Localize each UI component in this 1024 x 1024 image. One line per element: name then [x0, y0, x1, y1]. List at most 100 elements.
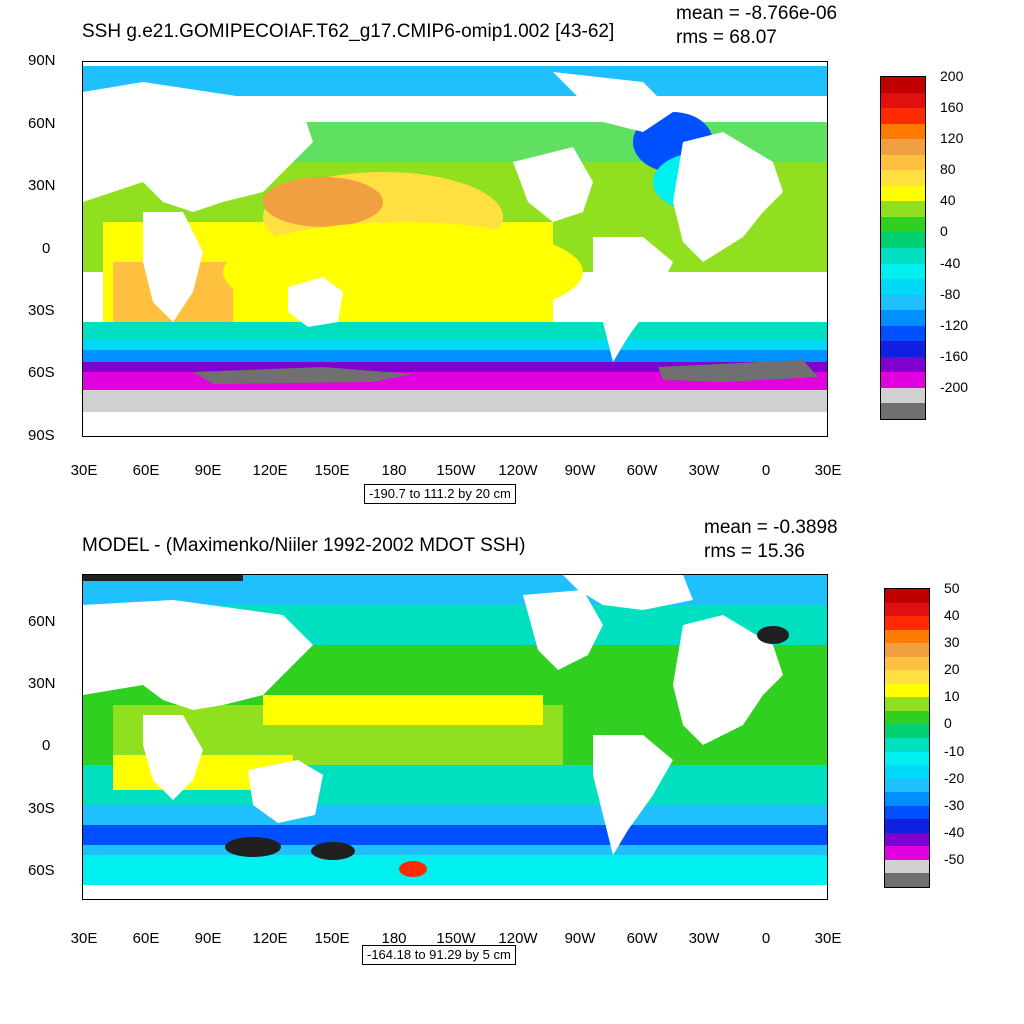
bottom-colorbar: [884, 588, 930, 888]
bottom-colorbar-swatch: [885, 832, 929, 847]
bottom-colorbar-swatch: [885, 778, 929, 793]
top-colorbar-swatch: [881, 92, 925, 109]
bottom-contour-range: -164.18 to 91.29 by 5 cm: [362, 945, 516, 966]
top-colorbar-swatch: [881, 139, 925, 156]
bottom-colorbar-swatch: [885, 697, 929, 712]
top-lon-label: 30E: [70, 462, 98, 479]
bottom-colorbar-label: 10: [944, 688, 960, 705]
bottom-colorbar-swatch: [885, 670, 929, 685]
bottom-lon-label: 30E: [70, 930, 98, 947]
bottom-lat-label: 60N: [28, 613, 56, 630]
bottom-panel-mean: mean = -0.3898: [704, 517, 838, 538]
bottom-colorbar-label: 20: [944, 661, 960, 678]
bottom-colorbar-swatch: [885, 765, 929, 780]
top-lon-label: 90W: [564, 462, 596, 479]
top-colorbar-swatch: [881, 294, 925, 311]
top-colorbar-swatch: [881, 310, 925, 327]
bottom-panel-title: MODEL - (Maximenko/Niiler 1992-2002 MDOT…: [82, 535, 526, 556]
top-lon-label: 150W: [436, 462, 476, 479]
bottom-colorbar-swatch: [885, 751, 929, 766]
bottom-colorbar-swatch: [885, 710, 929, 725]
bottom-lon-label: 60W: [626, 930, 658, 947]
top-colorbar-swatch: [881, 387, 925, 404]
top-colorbar-swatch: [881, 216, 925, 233]
top-panel-mean: mean = -8.766e-06: [676, 3, 838, 24]
top-panel: SSH g.e21.GOMIPECOIAF.T62_g17.CMIP6-omip…: [28, 3, 969, 505]
top-colorbar-swatch: [881, 170, 925, 187]
top-colorbar-label: 0: [940, 223, 948, 240]
top-colorbar-swatch: [881, 263, 925, 280]
bottom-colorbar-swatch: [885, 589, 929, 604]
top-colorbar: [880, 76, 926, 420]
top-ssh-map-graphic: [83, 62, 827, 436]
bottom-colorbar-label: -20: [944, 769, 965, 786]
top-lon-label: 150E: [314, 462, 350, 479]
bottom-panel: MODEL - (Maximenko/Niiler 1992-2002 MDOT…: [0, 512, 1024, 1024]
top-colorbar-swatch: [881, 154, 925, 171]
top-colorbar-swatch: [881, 201, 925, 218]
top-colorbar-label: -80: [940, 285, 961, 302]
bottom-diff-map-graphic: [83, 575, 827, 899]
top-lon-label: 0: [761, 462, 771, 479]
top-colorbar-label: -40: [940, 254, 961, 271]
top-colorbar-swatch: [881, 341, 925, 358]
top-colorbar-label: 80: [940, 161, 956, 178]
top-colorbar-swatch: [881, 325, 925, 342]
bottom-lon-label: 120E: [252, 930, 288, 947]
bottom-lon-label: 180: [381, 930, 407, 947]
bottom-colorbar-swatch: [885, 643, 929, 658]
bottom-colorbar-swatch: [885, 792, 929, 807]
bottom-colorbar-swatch: [885, 819, 929, 834]
bottom-colorbar-swatch: [885, 873, 929, 888]
top-colorbar-swatch: [881, 232, 925, 249]
bottom-lon-label: 30E: [814, 930, 842, 947]
top-colorbar-swatch: [881, 123, 925, 140]
top-panel-title: SSH g.e21.GOMIPECOIAF.T62_g17.CMIP6-omip…: [82, 21, 615, 42]
top-lon-label: 60W: [626, 462, 658, 479]
bottom-lon-label: 30W: [688, 930, 720, 947]
top-ssh-map: [82, 61, 828, 437]
bottom-lon-label: 90W: [564, 930, 596, 947]
top-colorbar-label: 120: [940, 130, 964, 147]
bottom-colorbar-swatch: [885, 738, 929, 753]
top-colorbar-label: 200: [940, 68, 964, 84]
bottom-lon-label: 90E: [194, 930, 222, 947]
top-colorbar-swatch: [881, 77, 925, 94]
bottom-colorbar-label: 0: [944, 715, 952, 732]
bottom-colorbar-swatch: [885, 683, 929, 698]
top-colorbar-label: -200: [940, 378, 969, 395]
top-lat-label: 30N: [28, 177, 56, 194]
top-lat-label: 90S: [28, 427, 55, 444]
top-colorbar-swatch: [881, 372, 925, 389]
top-colorbar-swatch: [881, 403, 925, 420]
bottom-colorbar-label: 30: [944, 634, 960, 651]
bottom-colorbar-swatch: [885, 724, 929, 739]
bottom-lon-label: 150W: [436, 930, 476, 947]
bottom-diff-map: [82, 574, 828, 900]
top-colorbar-swatch: [881, 356, 925, 373]
top-lon-label: 60E: [132, 462, 160, 479]
top-lat-label: 60S: [28, 364, 55, 381]
bottom-lon-label: 60E: [132, 930, 160, 947]
top-lat-label: 30S: [28, 302, 55, 319]
bottom-lon-label: 150E: [314, 930, 350, 947]
top-lon-label: 30W: [688, 462, 720, 479]
bottom-lat-label: 30S: [28, 800, 55, 817]
bottom-colorbar-swatch: [885, 629, 929, 644]
top-lat-label: 60N: [28, 115, 56, 132]
top-lon-label: 90E: [194, 462, 222, 479]
bottom-colorbar-swatch: [885, 616, 929, 631]
bottom-colorbar-label: -10: [944, 742, 965, 759]
top-panel-rms: rms = 68.07: [676, 27, 777, 48]
bottom-colorbar-label: -30: [944, 796, 965, 813]
bottom-colorbar-swatch: [885, 602, 929, 617]
top-lat-label: 0: [42, 240, 51, 257]
bottom-lat-label: 30N: [28, 675, 56, 692]
top-colorbar-label: -120: [940, 316, 969, 333]
top-colorbar-swatch: [881, 185, 925, 202]
bottom-colorbar-swatch: [885, 805, 929, 820]
top-lon-label: 120W: [498, 462, 538, 479]
bottom-colorbar-label: 50: [944, 580, 960, 596]
bottom-colorbar-swatch: [885, 846, 929, 861]
top-lon-label: 180: [381, 462, 407, 479]
